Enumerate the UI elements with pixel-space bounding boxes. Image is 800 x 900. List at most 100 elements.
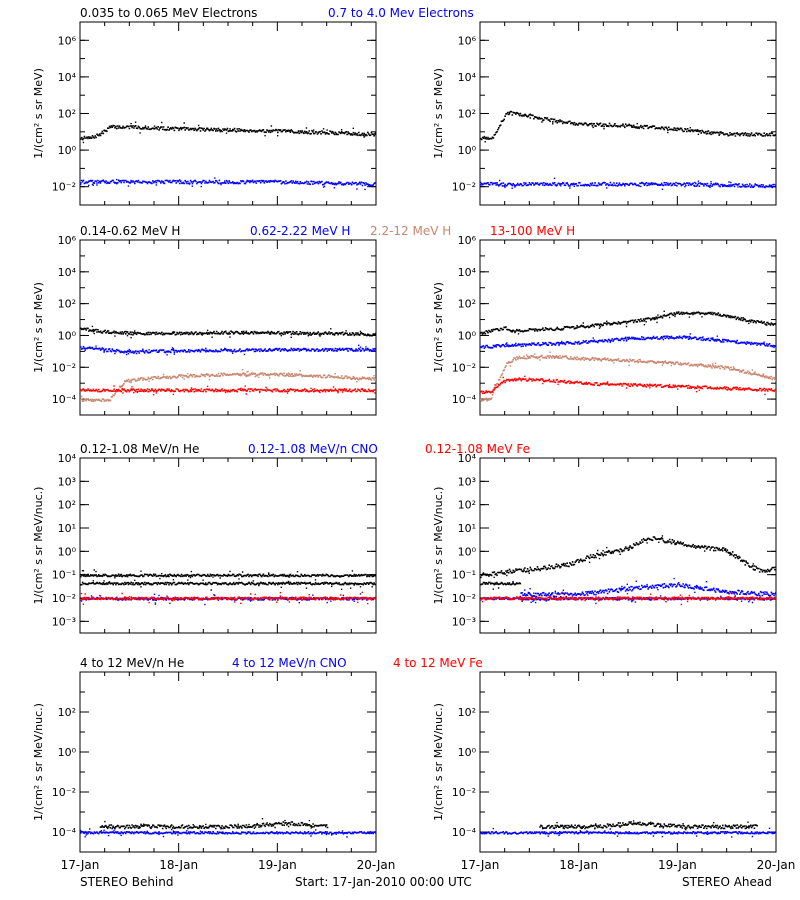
data-series-points (519, 577, 776, 602)
plot-frame (479, 21, 777, 206)
y-tick-label: 10⁴ (458, 71, 477, 84)
plot-panel: 10⁶ 10⁴ 10² 10⁰ 10⁻² 10⁻⁴ 1/(cm² s sr MeV) (432, 234, 777, 416)
y-tick-label: 10⁰ (58, 545, 77, 558)
data-series-points (480, 310, 776, 335)
y-tick-label: 10² (458, 298, 476, 311)
data-series-points (480, 375, 776, 396)
y-tick-label: 10⁶ (458, 34, 477, 47)
y-tick-label: 10⁻² (52, 361, 76, 374)
plot-grid: 0.035 to 0.065 MeV Electrons 0.7 to 4.0 M… (32, 6, 777, 853)
x-tick-label: 20-Jan (357, 858, 396, 872)
data-series-points (480, 581, 522, 590)
y-axis-label: 1/(cm² s sr MeV/nuc.) (432, 487, 445, 605)
legend-label: 4 to 12 MeV/n CNO (232, 656, 347, 670)
series-group (80, 325, 376, 403)
x-tick-labels: 17-Jan 18-Jan 19-Jan 20-Jan 17-Jan 18-Jan 19-J… (61, 858, 796, 872)
y-axis-label: 1/(cm² s sr MeV/nuc.) (32, 703, 45, 821)
series-group (480, 310, 776, 402)
data-series-points (480, 177, 776, 190)
legend-label: 0.7 to 4.0 Mev Electrons (328, 6, 474, 20)
data-series-points (80, 591, 376, 605)
x-tick-label: 17-Jan (461, 858, 500, 872)
legend-label: 4 to 12 MeV Fe (393, 656, 483, 670)
footer-right-label: STEREO Ahead (682, 875, 772, 889)
legend-label: 0.62-2.22 MeV H (250, 224, 350, 238)
y-tick-label: 10⁻⁴ (452, 826, 477, 839)
data-series-points (80, 569, 376, 581)
legend-label: 0.12-1.08 MeV/n He (80, 442, 199, 456)
x-tick-label: 18-Jan (559, 858, 598, 872)
y-tick-label: 10⁻⁴ (52, 393, 77, 406)
data-series-points (480, 351, 776, 402)
y-tick-label: 10⁴ (58, 452, 77, 465)
y-tick-label: 10⁻¹ (452, 569, 476, 582)
y-tick-label: 10² (58, 298, 76, 311)
data-series-points (480, 591, 776, 606)
y-tick-label: 10⁰ (58, 329, 77, 342)
y-tick-label: 10⁻¹ (52, 569, 76, 582)
footer-center-label: Start: 17-Jan-2010 00:00 UTC (295, 875, 472, 889)
data-series-points (80, 121, 376, 144)
y-axis-label: 1/(cm² s sr MeV) (32, 282, 45, 373)
data-series-points (80, 177, 376, 191)
data-series-points (480, 110, 776, 143)
data-series-points (80, 369, 376, 403)
x-tick-label: 20-Jan (757, 858, 796, 872)
y-tick-label: 10⁶ (58, 34, 77, 47)
y-tick-label: 10⁻⁴ (52, 826, 77, 839)
y-tick-label: 10³ (458, 475, 476, 488)
legend-label: 0.035 to 0.065 MeV Electrons (80, 6, 257, 20)
y-tick-label: 10⁻⁴ (452, 393, 477, 406)
series-group (480, 820, 776, 838)
data-series-points (80, 827, 376, 838)
data-series-points (80, 344, 376, 356)
legend-label: 0.14-0.62 MeV H (80, 224, 180, 238)
y-tick-label: 10⁰ (458, 746, 477, 759)
series-group (80, 569, 376, 606)
y-tick-label: 10² (458, 108, 476, 121)
y-tick-label: 10⁻² (52, 181, 76, 194)
y-tick-label: 10² (458, 706, 476, 719)
y-tick-label: 10⁻² (52, 592, 76, 605)
data-series-points (80, 576, 376, 591)
y-axis-label: 1/(cm² s sr MeV) (432, 68, 445, 159)
plot-frame (79, 457, 377, 634)
y-tick-label: 10⁰ (458, 545, 477, 558)
data-series-points (80, 385, 376, 396)
y-tick-label: 10⁻² (52, 786, 76, 799)
legend-label: 0.12-1.08 MeV/n CNO (248, 442, 378, 456)
plot-panel: 10² 10⁰ 10⁻² 10⁻⁴ 1/(cm² s sr MeV/nuc.) (432, 671, 777, 853)
x-tick-label: 18-Jan (159, 858, 198, 872)
series-group (80, 818, 376, 838)
plot-frame (479, 457, 777, 634)
y-tick-label: 10⁻³ (452, 615, 476, 628)
y-axis-label: 1/(cm² s sr MeV) (32, 68, 45, 159)
y-axis-label: 1/(cm² s sr MeV/nuc.) (432, 703, 445, 821)
y-tick-label: 10⁰ (458, 329, 477, 342)
y-tick-label: 10⁻² (452, 786, 476, 799)
data-series-points (480, 535, 776, 579)
data-series-points (80, 593, 376, 606)
y-tick-label: 10² (58, 706, 76, 719)
y-tick-label: 10¹ (458, 522, 476, 535)
legend-label: 0.12-1.08 MeV Fe (425, 442, 530, 456)
series-group (480, 110, 776, 190)
y-tick-label: 10¹ (58, 522, 76, 535)
y-tick-label: 10³ (58, 475, 76, 488)
data-series-points (99, 818, 329, 833)
y-tick-label: 10⁻² (452, 592, 476, 605)
y-tick-label: 10⁴ (458, 266, 477, 279)
data-series-points (480, 333, 776, 349)
y-tick-label: 10⁰ (458, 144, 477, 157)
y-tick-label: 10⁴ (458, 452, 477, 465)
legend-label: 13-100 MeV H (490, 224, 575, 238)
x-tick-label: 19-Jan (658, 858, 697, 872)
y-tick-label: 10² (58, 499, 76, 512)
data-series-points (539, 820, 758, 833)
plot-frame (79, 671, 377, 853)
y-tick-label: 10² (458, 499, 476, 512)
y-axis-label: 1/(cm² s sr MeV/nuc.) (32, 487, 45, 605)
y-tick-label: 10⁴ (58, 71, 77, 84)
y-tick-label: 10⁶ (458, 234, 477, 247)
legend-label: 4 to 12 MeV/n He (80, 656, 184, 670)
